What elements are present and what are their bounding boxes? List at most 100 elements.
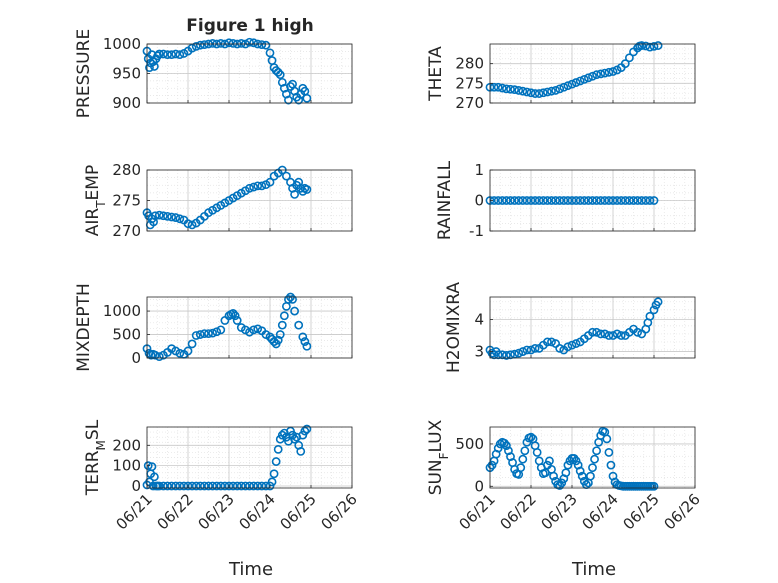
data-point (567, 196, 577, 205)
data-point (592, 196, 601, 205)
data-point (147, 462, 157, 472)
axes-box (489, 43, 696, 104)
data-point (167, 481, 176, 491)
data-point (633, 327, 642, 337)
data-point (154, 481, 164, 491)
data-point (143, 461, 153, 471)
y-tick-label: 0 (131, 477, 141, 495)
data-point (220, 316, 230, 325)
data-point (653, 41, 663, 50)
data-point (532, 448, 542, 457)
data-point (571, 78, 581, 87)
data-point (265, 177, 275, 187)
data-point (275, 70, 285, 80)
data-point (279, 311, 289, 321)
data-point (489, 82, 499, 92)
data-point (220, 481, 230, 491)
data-point (522, 196, 532, 205)
data-point (514, 348, 524, 358)
data-point (602, 434, 612, 444)
data-point (620, 196, 630, 205)
data-point (224, 38, 234, 48)
data-point (588, 327, 597, 337)
data-point (273, 335, 283, 345)
data-point (549, 471, 558, 481)
data-point (584, 73, 593, 83)
data-point (571, 196, 581, 205)
data-point (526, 432, 536, 442)
data-point (191, 41, 201, 51)
data-point (199, 329, 209, 338)
data-point (240, 481, 250, 491)
data-point (298, 332, 308, 342)
y-axis-label: TERRMSL (83, 419, 108, 496)
y-tick-label: 270 (455, 94, 484, 112)
data-point (245, 37, 254, 47)
subplot-mixdepth: 0 500 1000 MIXDEPTH (74, 283, 353, 372)
data-point (547, 337, 556, 347)
data-point (195, 330, 205, 339)
axes-box (146, 296, 353, 359)
data-point (187, 43, 197, 53)
data-point (579, 75, 589, 84)
data-point (216, 481, 226, 491)
data-point (175, 214, 185, 224)
data-point (501, 441, 511, 451)
data-point (228, 309, 238, 318)
data-point (296, 446, 306, 456)
data-point (150, 211, 160, 221)
data-point (154, 49, 164, 59)
data-point (216, 39, 226, 48)
data-point (563, 460, 573, 470)
data-point (518, 196, 528, 205)
x-tick-label: 06/21 (456, 490, 499, 533)
data-point (175, 348, 185, 358)
data-point (588, 71, 597, 81)
data-point (249, 325, 258, 335)
data-point (175, 481, 185, 491)
data-point (212, 481, 222, 491)
data-point (281, 171, 291, 181)
data-point (267, 56, 277, 65)
y-axis-label: H2OMIXRA (444, 282, 464, 373)
data-point (277, 320, 287, 330)
data-point (604, 196, 614, 205)
data-point (171, 49, 181, 59)
data-point (563, 342, 573, 352)
data-point (534, 89, 544, 98)
data-point (606, 460, 616, 470)
data-point (249, 38, 258, 48)
data-point (633, 196, 642, 205)
data-point (249, 182, 258, 192)
y-axis-label: MIXDEPTH (74, 283, 94, 372)
data-point (191, 331, 201, 340)
axes-box (146, 426, 353, 489)
y-tick-label: 1000 (103, 302, 141, 320)
data-point (187, 481, 197, 491)
data-point (284, 294, 293, 304)
data-point (290, 306, 299, 316)
data-point (275, 330, 285, 339)
data-point (520, 446, 530, 456)
axes-box (489, 426, 696, 489)
data-point (604, 331, 614, 340)
data-point (204, 481, 213, 491)
data-point (158, 49, 168, 59)
data-point (629, 196, 638, 205)
data-point (530, 196, 540, 205)
data-point (563, 81, 573, 91)
data-series (485, 196, 659, 205)
data-point (522, 87, 532, 97)
data-point (547, 196, 556, 205)
data-point (530, 343, 540, 353)
y-tick-label: 1 (474, 161, 484, 179)
y-axis-label: THETA (426, 46, 446, 102)
y-tick-label: 200 (112, 436, 141, 454)
data-point (543, 196, 552, 205)
y-axis-label: SUNFLUX (426, 419, 451, 495)
data-point (232, 316, 242, 325)
data-point (183, 219, 193, 229)
